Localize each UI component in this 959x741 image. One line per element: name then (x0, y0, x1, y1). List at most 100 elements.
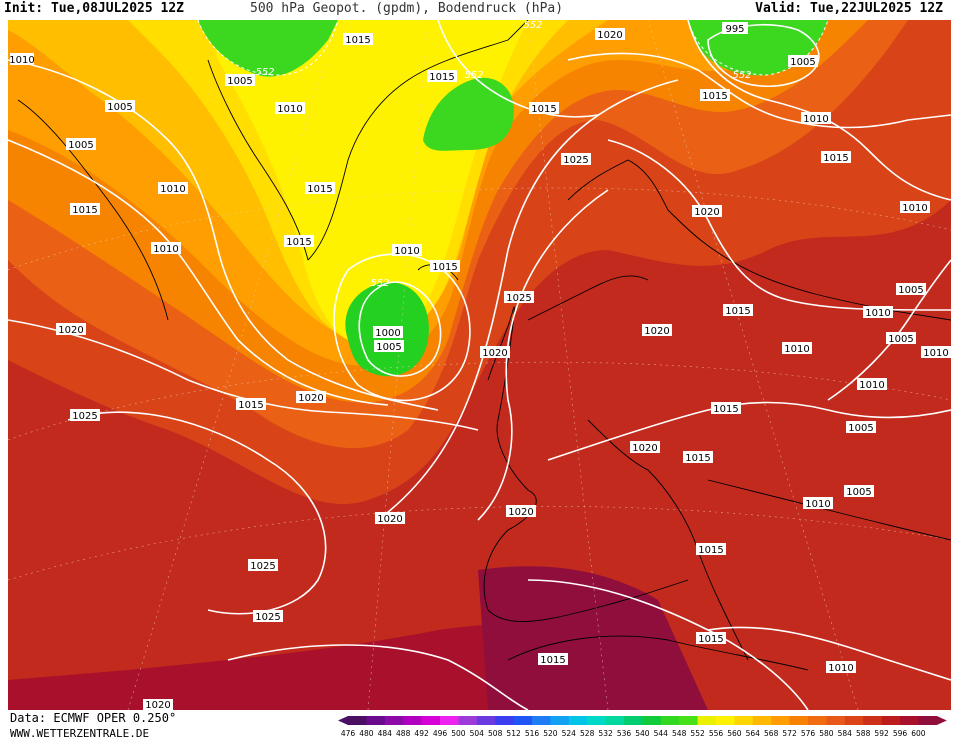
legend-swatch (366, 716, 386, 725)
legend-tick-label: 588 (856, 729, 871, 738)
legend-swatch (734, 716, 754, 725)
isobar-label: 1020 (595, 28, 625, 41)
legend-tick-label: 504 (470, 729, 485, 738)
isobar-label: 1015 (343, 33, 373, 46)
legend-tick-label: 568 (764, 729, 779, 738)
svg-text:1010: 1010 (277, 104, 302, 115)
isobar-label: 1015 (70, 203, 100, 216)
svg-text:1015: 1015 (429, 72, 454, 83)
geopotential-label: 552 (370, 278, 389, 289)
legend-swatch (642, 716, 662, 725)
isobar-label: 1015 (821, 151, 851, 164)
svg-text:1015: 1015 (698, 634, 723, 645)
legend-swatch (384, 716, 404, 725)
legend-swatch (697, 716, 717, 725)
map-title: 500 hPa Geopot. (gpdm), Bodendruck (hPa) (250, 1, 564, 16)
isobar-label: 1020 (692, 205, 722, 218)
svg-text:1025: 1025 (255, 612, 280, 623)
isobar-label: 1010 (921, 346, 951, 359)
legend-swatch (532, 716, 551, 725)
legend-tick-label: 488 (396, 729, 411, 738)
svg-text:1005: 1005 (227, 76, 252, 87)
svg-text:1005: 1005 (790, 57, 815, 68)
svg-text:1015: 1015 (432, 262, 457, 273)
legend-swatch (605, 716, 625, 725)
svg-text:1015: 1015 (685, 453, 710, 464)
legend-tick-label: 600 (911, 729, 926, 738)
isobar-label: 1020 (143, 699, 173, 710)
svg-text:1015: 1015 (713, 404, 738, 415)
legend-tick-label: 560 (727, 729, 742, 738)
legend-swatch (587, 716, 606, 725)
svg-text:1015: 1015 (823, 153, 848, 164)
legend-swatch (771, 716, 790, 725)
svg-text:1010: 1010 (9, 55, 34, 66)
legend-tick-label: 540 (635, 729, 650, 738)
isobar-label: 1015 (284, 235, 314, 248)
legend-tick-label: 576 (801, 729, 816, 738)
svg-text:1010: 1010 (394, 246, 419, 257)
map-header: Init: Tue,08JUL2025 12Z 500 hPa Geopot. … (0, 0, 959, 20)
isobar-label: 1015 (236, 398, 266, 411)
svg-text:995: 995 (725, 24, 744, 35)
legend-arrow-left (338, 716, 348, 725)
legend-tick-label: 476 (341, 729, 356, 738)
svg-text:1005: 1005 (107, 102, 132, 113)
valid-time: Valid: Tue,22JUL2025 12Z (755, 1, 943, 16)
svg-text:1010: 1010 (859, 380, 884, 391)
isobar-label: 1010 (9, 53, 35, 66)
isobar-label: 1020 (375, 512, 405, 525)
svg-text:1025: 1025 (506, 293, 531, 304)
isobar-label: 995 (722, 22, 748, 35)
isobar-label: 1005 (374, 340, 404, 353)
legend-labels: 476 480 484 488 492 496 500 504 508 512 516 520 524 5… (341, 729, 926, 738)
svg-text:1020: 1020 (644, 326, 669, 337)
isobar-label: 1025 (253, 610, 283, 623)
legend-swatch (844, 716, 864, 725)
legend-tick-label: 508 (488, 729, 503, 738)
isobar-label: 1005 (66, 138, 96, 151)
legend-tick-label: 548 (672, 729, 687, 738)
svg-text:1005: 1005 (376, 342, 401, 353)
isobar-label: 1010 (801, 112, 831, 125)
geopotential-contours (197, 20, 829, 76)
pressure-labels: 1010 1005 1005 1010 1015 1010 1020 1025 … (9, 22, 951, 710)
isobar-label: 1020 (506, 505, 536, 518)
legend-tick-label: 592 (874, 729, 889, 738)
legend-tick-label: 584 (838, 729, 853, 738)
isobar-label: 1005 (788, 55, 818, 68)
svg-text:1015: 1015 (725, 306, 750, 317)
isobar-label: 1010 (863, 306, 893, 319)
svg-text:1015: 1015 (531, 104, 556, 115)
isobar-label: 1015 (430, 260, 460, 273)
svg-text:1010: 1010 (153, 244, 178, 255)
legend-tick-label: 528 (580, 729, 595, 738)
geopotential-label: 552 (523, 20, 542, 31)
legend-tick-label: 532 (598, 729, 613, 738)
isobar-label: 1015 (711, 402, 741, 415)
isobar-label: 1020 (56, 323, 86, 336)
legend-swatch (679, 716, 698, 725)
legend-swatch (348, 716, 367, 725)
isobar-label: 1025 (248, 559, 278, 572)
svg-text:1010: 1010 (160, 184, 185, 195)
svg-text:1010: 1010 (784, 344, 809, 355)
svg-text:1020: 1020 (694, 207, 719, 218)
svg-text:1025: 1025 (563, 155, 588, 166)
legend-swatch (624, 716, 643, 725)
svg-text:1020: 1020 (145, 700, 170, 710)
geopotential-fill (8, 20, 951, 710)
legend-tick-label: 496 (433, 729, 448, 738)
svg-text:1005: 1005 (888, 334, 913, 345)
legend-swatch (716, 716, 735, 725)
isobar-label: 1020 (642, 324, 672, 337)
legend-tick-label: 484 (378, 729, 393, 738)
legend-swatch (826, 716, 846, 725)
weather-map: 1010 1005 1005 1010 1015 1010 1020 1025 … (8, 20, 951, 710)
svg-text:1010: 1010 (803, 114, 828, 125)
isobar-label: 1005 (846, 421, 876, 434)
legend-swatch (918, 716, 938, 725)
legend-tick-label: 580 (819, 729, 834, 738)
legend-swatch (495, 716, 514, 725)
isobar-label: 1010 (803, 497, 833, 510)
